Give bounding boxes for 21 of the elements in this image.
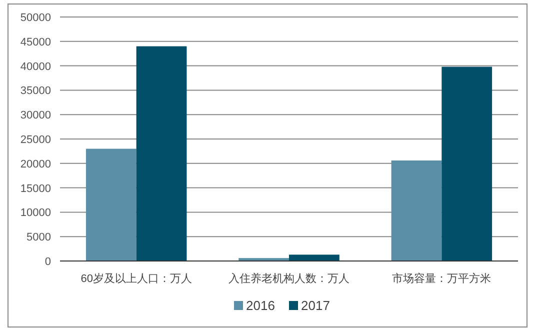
bar [136,46,187,261]
y-tick-label: 20000 [20,158,51,170]
x-tick-label: 入住养老机构人数：万人 [228,272,350,285]
legend-label: 2016 [246,298,275,313]
y-tick-label: 50000 [20,12,51,24]
y-tick-label: 30000 [20,110,51,122]
y-tick-label: 0 [44,256,51,268]
bar [442,66,492,261]
y-tick-label: 15000 [20,182,51,195]
y-tick-label: 45000 [20,36,51,48]
y-tick-label: 10000 [20,207,51,220]
y-tick-label: 25000 [20,134,51,146]
bar [86,148,136,261]
x-tick-label: 60岁及以上人口：万人 [80,272,192,285]
bar [391,160,442,261]
x-tick-label: 市场容量：万平方米 [392,272,492,285]
y-tick-label: 5000 [26,232,51,244]
y-tick-label: 40000 [20,60,51,73]
legend-label: 2017 [301,298,330,313]
bar [289,254,340,261]
y-tick-label: 35000 [20,85,51,98]
